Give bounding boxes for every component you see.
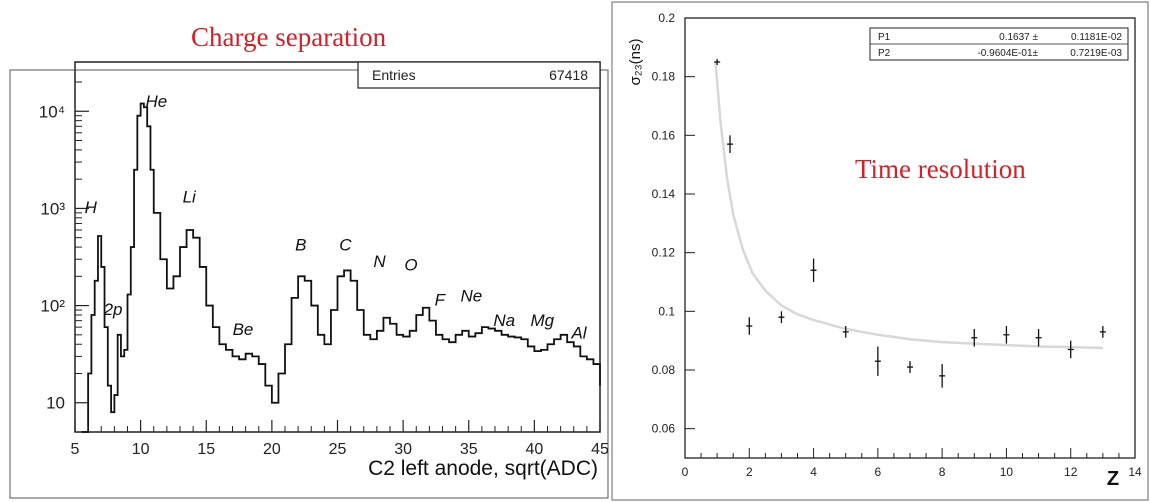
x-tick-label: 0 bbox=[682, 465, 689, 479]
x-tick-label: 4 bbox=[810, 465, 817, 479]
charge-separation-panel: Entries 67418 5 10 15 20 25 30 35 40 45 10 10² 10³ 10⁴… bbox=[9, 22, 609, 499]
x-tick-label: 35 bbox=[460, 441, 478, 458]
y-tick-label: 10³ bbox=[40, 199, 65, 218]
peak-label: B bbox=[295, 235, 306, 254]
y-tick-label: 0.18 bbox=[652, 70, 676, 84]
x-tick-label: 5 bbox=[71, 441, 80, 458]
fit-param-name: P2 bbox=[878, 48, 891, 59]
peak-label: C bbox=[339, 235, 352, 254]
time-resolution-chart: P1 0.1637 ± 0.1181E-02 P2 -0.9604E-01± 0.7219… bbox=[611, 1, 1149, 501]
outer-frame bbox=[9, 69, 609, 499]
peak-label: Na bbox=[493, 311, 515, 330]
y-tick-label: 0.14 bbox=[652, 187, 676, 201]
x-axis-title: Z bbox=[1107, 468, 1119, 490]
time-resolution-panel: P1 0.1637 ± 0.1181E-02 P2 -0.9604E-01± 0.7219… bbox=[610, 0, 1150, 502]
plot-frame bbox=[684, 17, 1136, 459]
outer-frame bbox=[611, 1, 1149, 501]
x-tick-label: 10 bbox=[1000, 465, 1014, 479]
x-tick-label: 30 bbox=[394, 441, 412, 458]
stats-entries-value: 67418 bbox=[549, 67, 588, 83]
x-tick-label: 20 bbox=[263, 441, 281, 458]
y-tick-label: 10 bbox=[46, 394, 65, 413]
x-tick-label: 10 bbox=[132, 441, 150, 458]
charge-separation-caption: Charge separation bbox=[183, 22, 395, 53]
peak-label: Ne bbox=[461, 287, 483, 306]
y-tick-label: 0.06 bbox=[652, 422, 676, 436]
plot-frame bbox=[74, 61, 601, 433]
x-tick-label: 12 bbox=[1064, 465, 1078, 479]
fit-param-error: 0.1181E-02 bbox=[1071, 32, 1122, 43]
y-tick-label: 0.12 bbox=[652, 246, 676, 260]
x-tick-label: 25 bbox=[329, 441, 347, 458]
peak-label: O bbox=[404, 255, 417, 274]
fit-param-value: -0.9604E-01± bbox=[977, 48, 1038, 59]
x-axis-title: C2 left anode, sqrt(ADC) bbox=[368, 457, 598, 480]
y-tick-label: 0.1 bbox=[658, 304, 675, 318]
stats-box bbox=[357, 61, 601, 89]
peak-label: Mg bbox=[530, 311, 554, 330]
fit-curve bbox=[714, 61, 1103, 350]
fit-param-name: P1 bbox=[878, 32, 891, 43]
x-tick-label: 15 bbox=[197, 441, 215, 458]
fit-param-error: 0.7219E-03 bbox=[1070, 48, 1122, 59]
x-tick-label: 40 bbox=[525, 441, 543, 458]
peak-label: 2p bbox=[103, 300, 123, 319]
x-tick-label: 8 bbox=[939, 465, 946, 479]
stats-entries-label: Entries bbox=[372, 67, 416, 83]
x-tick-label: 2 bbox=[746, 465, 753, 479]
y-tick-label: 10⁴ bbox=[39, 102, 65, 121]
peak-label: Al bbox=[570, 323, 587, 342]
peak-label: He bbox=[146, 92, 168, 111]
y-axis-title: σ₂₃(ns) bbox=[627, 38, 644, 85]
y-tick-label: 10² bbox=[40, 297, 65, 316]
x-tick-label: 45 bbox=[591, 441, 609, 458]
charge-histogram-chart: Entries 67418 5 10 15 20 25 30 35 40 45 10 10² 10³ 10⁴… bbox=[9, 61, 609, 499]
histogram-series bbox=[81, 102, 601, 433]
y-tick-label: 0.08 bbox=[652, 363, 676, 377]
peak-label: H bbox=[85, 198, 98, 217]
peak-label: N bbox=[373, 252, 386, 271]
peak-label: Li bbox=[183, 188, 197, 207]
time-resolution-caption: Time resolution bbox=[845, 152, 1036, 187]
peak-label: Be bbox=[233, 320, 254, 339]
y-tick-label: 0.2 bbox=[658, 11, 675, 25]
x-tick-label: 14 bbox=[1128, 465, 1142, 479]
fit-param-value: 0.1637 ± bbox=[999, 32, 1038, 43]
x-tick-label: 6 bbox=[875, 465, 882, 479]
peak-label: F bbox=[435, 291, 447, 310]
y-tick-label: 0.16 bbox=[652, 128, 676, 142]
